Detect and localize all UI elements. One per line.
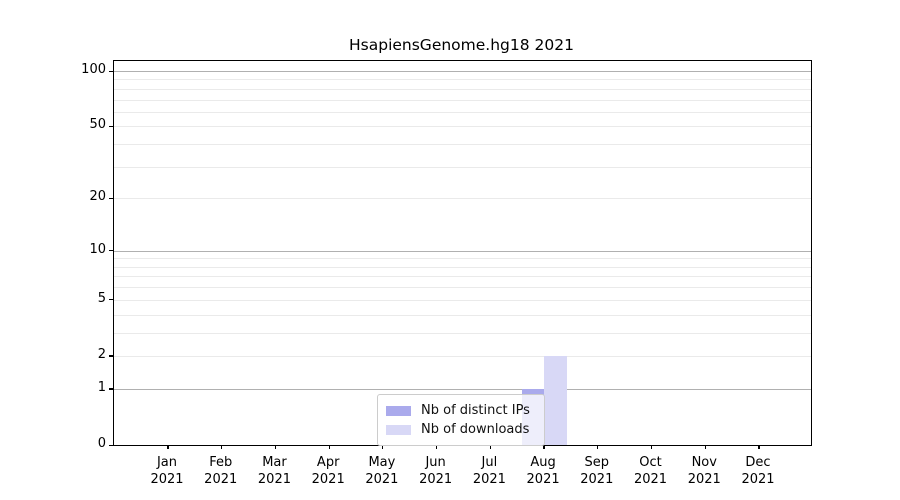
legend-label-distinct-ips: Nb of distinct IPs	[421, 403, 530, 418]
x-tick-month: Feb	[209, 455, 233, 470]
x-axis-tick-label: Aug 2021	[503, 454, 583, 488]
gridline-minor	[114, 126, 811, 128]
x-tick-year: 2021	[365, 472, 399, 487]
y-axis-tick-label: 1	[97, 379, 106, 395]
x-axis-tick-label: Dec 2021	[718, 454, 798, 488]
gridline-minor	[114, 314, 811, 316]
gridline-minor	[114, 258, 811, 260]
x-axis-tick-label: Mar 2021	[234, 454, 314, 488]
y-axis-tick	[109, 197, 114, 199]
y-axis-tick	[109, 70, 114, 72]
x-axis-tick	[221, 445, 223, 449]
x-tick-year: 2021	[580, 472, 614, 487]
gridline-minor	[114, 299, 811, 301]
x-axis-tick	[328, 445, 330, 449]
gridline-minor	[114, 111, 811, 113]
gridline-major	[114, 388, 811, 390]
x-tick-year: 2021	[687, 472, 721, 487]
x-tick-month: May	[368, 455, 396, 470]
y-axis-tick-label: 2	[97, 346, 106, 362]
x-tick-month: Nov	[691, 455, 717, 470]
legend-label-downloads: Nb of downloads	[421, 422, 530, 437]
x-axis-tick	[543, 445, 545, 449]
y-axis-tick	[109, 250, 114, 252]
plot-area: Nb of distinct IPs Nb of downloads	[109, 60, 812, 449]
y-axis-tick-label: 100	[81, 62, 106, 78]
x-axis-tick-label: Sep 2021	[557, 454, 637, 488]
x-axis-tick	[704, 445, 706, 449]
gridline-minor	[114, 88, 811, 90]
x-axis-tick	[436, 445, 438, 449]
x-axis-tick	[597, 445, 599, 449]
x-axis-tick-label: Feb 2021	[181, 454, 261, 488]
x-axis-tick	[489, 445, 491, 449]
x-tick-year: 2021	[526, 472, 560, 487]
x-tick-year: 2021	[741, 472, 775, 487]
x-axis-tick-label: Apr 2021	[288, 454, 368, 488]
x-axis-tick	[274, 445, 277, 449]
y-axis-tick	[109, 444, 114, 446]
legend-swatch-downloads	[386, 424, 411, 435]
x-tick-month: Jul	[481, 455, 498, 470]
y-axis-tick-label: 10	[89, 241, 106, 257]
y-axis-tick-label: 20	[89, 189, 106, 205]
x-tick-month: Jun	[425, 455, 446, 470]
x-axis-tick-label: Jan 2021	[127, 454, 207, 488]
y-axis-tick	[109, 125, 114, 128]
x-tick-month: Jan	[156, 455, 178, 470]
x-axis-tick-label: May 2021	[342, 454, 422, 488]
y-axis-tick	[109, 299, 114, 301]
x-tick-year: 2021	[311, 472, 345, 487]
x-tick-month: Dec	[745, 455, 771, 470]
x-tick-year: 2021	[257, 472, 291, 487]
x-tick-month: Apr	[316, 455, 340, 470]
gridline-minor	[114, 332, 811, 334]
x-axis-tick	[382, 445, 384, 449]
gridline-minor	[114, 266, 811, 268]
x-axis-tick	[650, 445, 653, 449]
y-axis-tick-label: 5	[97, 290, 106, 306]
x-tick-month: Aug	[530, 455, 556, 470]
x-tick-month: Oct	[639, 455, 662, 470]
gridline-minor	[114, 99, 811, 101]
x-tick-year: 2021	[204, 472, 238, 487]
y-axis-tick-label: 50	[89, 117, 106, 133]
gridline-major	[114, 250, 811, 252]
gridline-minor	[114, 166, 811, 168]
x-axis-tick-label: Jul 2021	[449, 454, 529, 488]
x-tick-year: 2021	[150, 472, 184, 487]
x-tick-year: 2021	[633, 472, 668, 487]
x-axis-tick-label: Oct 2021	[611, 454, 691, 488]
gridline-major	[114, 71, 811, 73]
y-axis-tick	[109, 355, 114, 357]
gridline-minor	[114, 198, 811, 200]
x-tick-year: 2021	[419, 472, 453, 487]
x-axis-tick-label: Nov 2021	[664, 454, 744, 488]
legend-swatch-distinct-ips	[386, 405, 411, 416]
x-tick-month: Mar	[262, 455, 287, 470]
x-tick-month: Sep	[584, 455, 610, 470]
legend-row-downloads: Nb of downloads	[386, 420, 536, 439]
chart-title: HsapiensGenome.hg18 2021	[349, 36, 574, 54]
gridline-minor	[114, 144, 811, 146]
y-axis-tick	[109, 388, 114, 390]
gridline-minor	[114, 79, 811, 81]
gridline-minor	[114, 287, 811, 289]
x-axis-tick	[758, 445, 760, 449]
bar-downloads	[544, 355, 567, 445]
legend: Nb of distinct IPs Nb of downloads	[377, 394, 545, 446]
y-axis-tick-label: 0	[97, 436, 106, 451]
gridline-minor	[114, 355, 811, 357]
gridline-minor	[114, 276, 811, 278]
x-tick-year: 2021	[472, 472, 506, 487]
legend-row-distinct-ips: Nb of distinct IPs	[386, 401, 536, 420]
x-axis-tick	[167, 445, 169, 449]
x-axis-tick-label: Jun 2021	[396, 454, 476, 488]
